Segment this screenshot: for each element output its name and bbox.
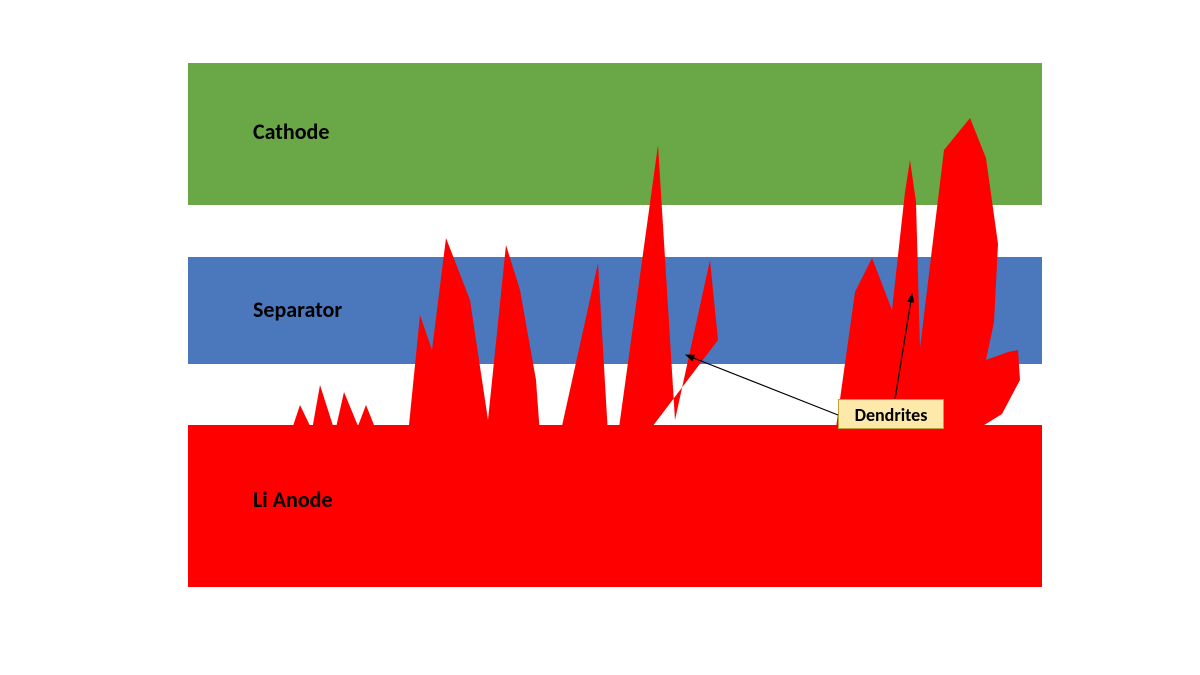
dendrite-right-large-cluster — [835, 118, 1020, 435]
callout-arrow-0 — [686, 355, 838, 415]
dendrite-center-tall-spike — [618, 145, 718, 435]
dendrite-left-medium — [408, 238, 540, 435]
dendrites-callout: Dendrites — [838, 399, 944, 429]
dendrites-callout-label: Dendrites — [855, 404, 928, 426]
anode-label: Li Anode — [253, 486, 333, 513]
dendrite-center-thin-spike — [560, 263, 608, 435]
diagram-stage: Cathode Separator Li Anode Dendrites — [0, 0, 1200, 675]
dendrites-svg — [0, 0, 1200, 675]
